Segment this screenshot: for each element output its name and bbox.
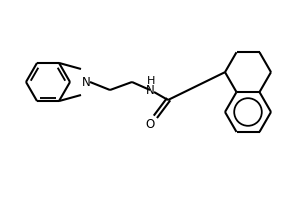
- Text: O: O: [146, 118, 154, 131]
- Text: N: N: [82, 75, 91, 88]
- Text: N: N: [146, 84, 154, 97]
- Text: H: H: [147, 76, 155, 86]
